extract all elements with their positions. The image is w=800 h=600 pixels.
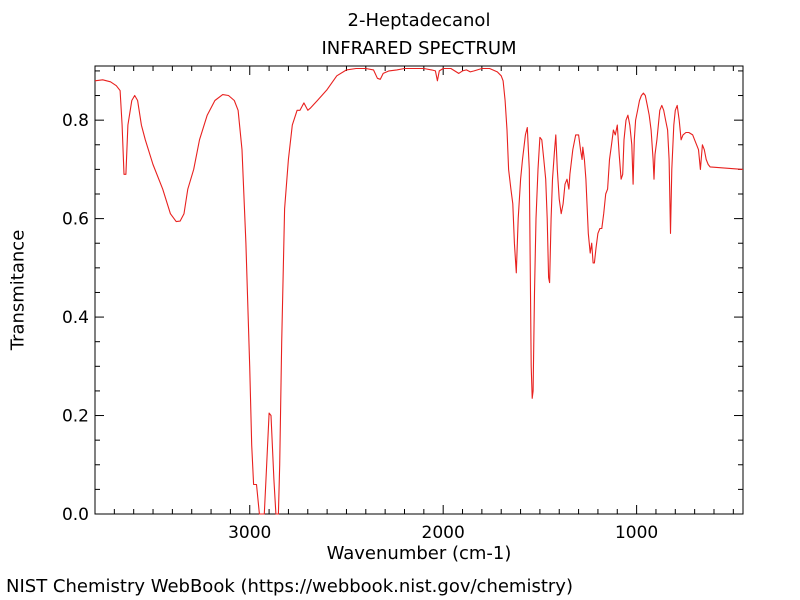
y-tick-label: 0.0 <box>62 505 89 525</box>
chart-subtitle: INFRARED SPECTRUM <box>321 38 517 59</box>
axis-ticks <box>95 66 743 515</box>
y-tick-label: 0.8 <box>62 111 89 131</box>
y-tick-label: 0.2 <box>62 407 89 427</box>
x-tick-label: 1000 <box>615 523 658 543</box>
tick-labels: 3000 2000 1000 0.0 0.2 0.4 0.6 0.8 <box>62 111 658 543</box>
x-tick-label: 2000 <box>422 523 465 543</box>
x-tick-label: 3000 <box>228 523 271 543</box>
source-footer: NIST Chemistry WebBook (https://webbook.… <box>6 576 573 597</box>
plot-frame <box>94 65 744 515</box>
y-tick-label: 0.6 <box>62 210 89 230</box>
y-axis-label: Transmitance <box>7 229 29 351</box>
chart-title: 2-Heptadecanol <box>347 10 491 31</box>
spectrum-line <box>94 67 744 515</box>
x-axis-label: Wavenumber (cm-1) <box>326 543 512 564</box>
y-tick-label: 0.4 <box>62 308 89 328</box>
series-group <box>94 67 744 515</box>
